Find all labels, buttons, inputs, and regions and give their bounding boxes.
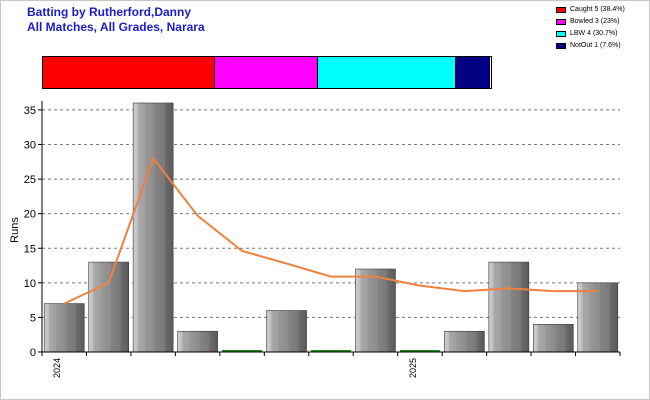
legend-swatch-notout xyxy=(556,42,566,49)
bar xyxy=(532,324,574,353)
bar xyxy=(222,350,263,352)
bar xyxy=(355,268,396,353)
bar xyxy=(88,261,130,353)
x-tick-label: 2025 xyxy=(408,358,418,378)
legend-item-caught: Caught 5 (38.4%) xyxy=(556,4,625,15)
chart-title-line-2: All Matches, All Grades, Narara xyxy=(27,20,205,34)
y-tick-label: 15 xyxy=(24,243,36,255)
bar xyxy=(444,330,485,353)
bar xyxy=(310,350,352,352)
y-tick-label: 25 xyxy=(24,174,36,186)
x-tick-label: 2024 xyxy=(52,358,62,378)
bar xyxy=(132,102,174,353)
legend-label-lbw: LBW 4 (30.7%) xyxy=(570,30,618,37)
legend-item-notout: NotOut 1 (7.6%) xyxy=(556,40,625,51)
dismissal-segment-caught xyxy=(43,57,216,88)
legend-item-lbw: LBW 4 (30.7%) xyxy=(556,28,625,39)
chart-title-line-1: Batting by Rutherford,Danny xyxy=(27,5,191,19)
y-axis-label: Runs xyxy=(9,217,21,243)
legend-item-bowled: Bowled 3 (23%) xyxy=(556,16,625,27)
y-tick-label: 5 xyxy=(30,312,36,324)
y-tick-label: 30 xyxy=(24,140,36,152)
y-tick-label: 0 xyxy=(30,347,36,359)
legend-swatch-caught xyxy=(556,6,566,13)
legend: Caught 5 (38.4%) Bowled 3 (23%) LBW 4 (3… xyxy=(556,4,625,52)
bar xyxy=(177,330,218,353)
y-tick-label: 10 xyxy=(24,278,36,290)
legend-label-bowled: Bowled 3 (23%) xyxy=(570,18,620,25)
legend-swatch-bowled xyxy=(556,18,566,25)
dismissal-distribution-bar xyxy=(42,56,492,89)
bar xyxy=(488,261,530,353)
legend-swatch-lbw xyxy=(556,30,566,37)
bar xyxy=(266,310,307,353)
bar xyxy=(577,282,619,353)
legend-label-caught: Caught 5 (38.4%) xyxy=(570,6,625,13)
y-tick-label: 20 xyxy=(24,209,36,221)
series-line xyxy=(63,156,598,305)
y-tick-label: 35 xyxy=(24,105,36,117)
legend-label-notout: NotOut 1 (7.6%) xyxy=(570,42,621,49)
dismissal-segment-notout xyxy=(455,57,490,88)
dismissal-segment-bowled xyxy=(215,57,319,88)
bar xyxy=(399,350,440,352)
bar xyxy=(43,303,85,353)
dismissal-segment-lbw xyxy=(318,57,456,88)
